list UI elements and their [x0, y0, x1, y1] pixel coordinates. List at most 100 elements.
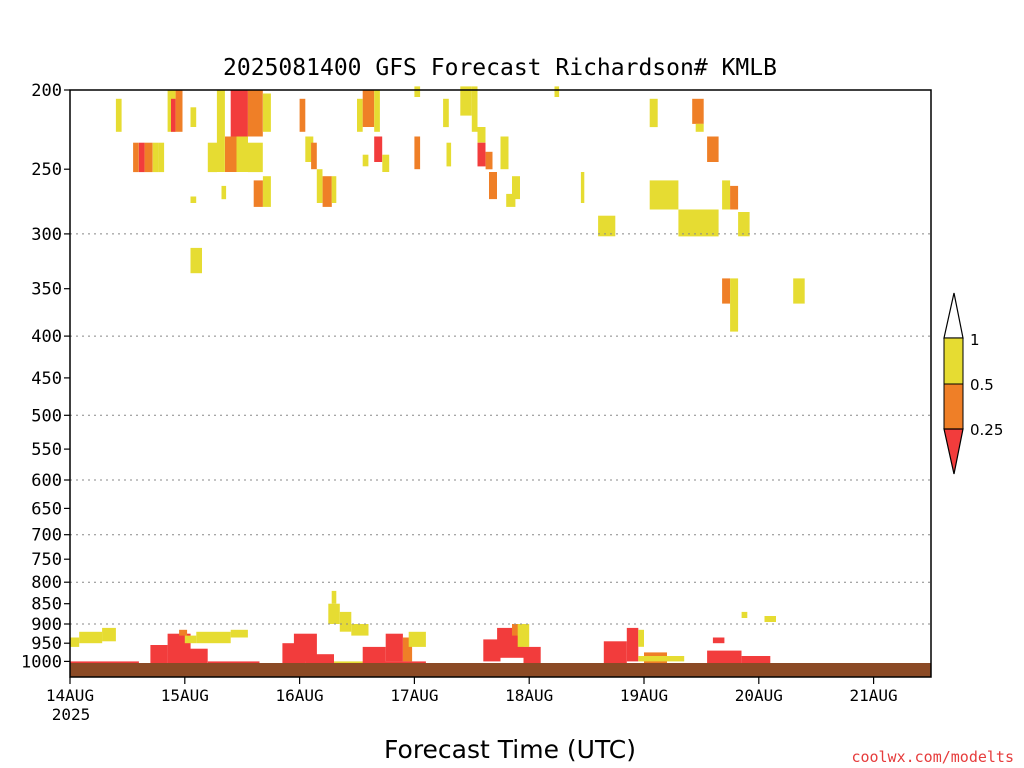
heatmap-cell: [374, 90, 380, 132]
heatmap-cell: [512, 176, 520, 200]
heatmap-cell: [311, 142, 317, 170]
y-tick-label: 350: [31, 280, 62, 300]
heatmap-cell: [741, 656, 771, 664]
heatmap-cell: [506, 193, 516, 207]
heatmap-cell: [207, 142, 217, 173]
heatmap-cell: [554, 86, 560, 97]
y-tick-label: 600: [31, 471, 62, 491]
heatmap-cell: [322, 176, 332, 207]
heatmap-cell: [692, 98, 704, 124]
heatmap-cell: [678, 209, 719, 237]
heatmap-cell: [158, 142, 165, 173]
heatmap-cell: [477, 142, 486, 167]
y-tick-label: 400: [31, 327, 62, 347]
heatmap-cell: [598, 215, 616, 237]
y-tick-label: 500: [31, 406, 62, 426]
heatmap-cell: [305, 654, 334, 666]
x-tick-label: 18AUG: [505, 686, 553, 705]
x-tick-label: 19AUG: [620, 686, 668, 705]
heatmap-cell: [460, 86, 472, 116]
heatmap-cell: [171, 98, 176, 132]
y-tick-label: 700: [31, 526, 62, 546]
heatmap-cell: [638, 656, 685, 662]
heatmap-cell: [79, 631, 103, 644]
colorbar-label-0-5: 0.5: [970, 376, 994, 394]
heatmap-cell: [331, 176, 337, 203]
heatmap-cell: [626, 627, 639, 662]
heatmap-cell: [707, 650, 742, 666]
heatmap-cell: [262, 93, 271, 132]
heatmap-cell: [500, 136, 509, 170]
colorbar-bin-yellow: [943, 337, 964, 385]
credit-text: coolwx.com/modelts: [851, 748, 1014, 766]
heatmap-cell: [374, 136, 383, 162]
x-tick-label: 15AUG: [161, 686, 209, 705]
heatmap-cell: [382, 154, 390, 172]
heatmap-cell: [184, 635, 197, 644]
heatmap-cell: [339, 611, 352, 632]
heatmap-cell: [190, 107, 197, 127]
heatmap-cell: [144, 142, 153, 173]
heatmap-cell: [102, 627, 116, 642]
colorbar-bin-orange: [943, 383, 964, 430]
y-tick-label: 800: [31, 573, 62, 593]
heatmap-cell: [793, 278, 805, 304]
heatmap-cell: [253, 180, 263, 207]
heatmap-cell: [722, 180, 731, 210]
heatmap-cell: [357, 98, 363, 132]
x-axis-year: 2025: [52, 705, 91, 724]
heatmap-cell: [221, 185, 227, 200]
heatmap-cell: [741, 611, 748, 618]
heatmap-cell: [730, 278, 739, 332]
colorbar-legend: 1 0.5 0.25: [943, 292, 1003, 475]
heatmap-cell: [443, 98, 449, 128]
heatmap-cell: [603, 641, 627, 666]
heatmap-cell: [414, 136, 421, 170]
heatmap-cell: [483, 639, 501, 662]
y-tick-label: 450: [31, 369, 62, 389]
heatmap-cell: [331, 590, 337, 604]
y-tick-label: 250: [31, 160, 62, 180]
heatmap-cell: [385, 633, 403, 662]
heatmap-cell: [230, 90, 248, 137]
heatmap-cell: [225, 136, 237, 172]
heatmap-cell: [150, 645, 168, 666]
heatmap-cells: [70, 86, 805, 666]
heatmap-cell: [299, 98, 306, 132]
heatmap-cell: [190, 247, 202, 274]
heatmap-cell: [712, 637, 725, 644]
heatmap-cell: [764, 616, 776, 622]
heatmap-cell: [722, 278, 731, 304]
y-tick-label: 900: [31, 615, 62, 635]
heatmap-cell: [133, 142, 139, 173]
heatmap-cell: [523, 646, 541, 666]
y-tick-label: 1000: [21, 652, 62, 672]
x-axis-label: Forecast Time (UTC): [384, 735, 636, 764]
heatmap-cell: [152, 142, 159, 173]
heatmap-cell: [190, 648, 208, 666]
heatmap-cell: [70, 637, 80, 647]
x-tick-label: 20AUG: [735, 686, 783, 705]
heatmap-cell: [730, 185, 739, 210]
heatmap-cell: [517, 624, 530, 647]
plot-frame: [69, 89, 932, 678]
x-axis: 14AUG 15AUG 16AUG 17AUG 18AUG 19AUG 20AUG 21AUG: [46, 677, 898, 705]
heatmap-cell: [351, 624, 369, 636]
y-tick-label: 550: [31, 440, 62, 460]
heatmap-cell: [649, 98, 658, 128]
colorbar-under-triangle: [943, 428, 964, 475]
chart-title: 2025081400 GFS Forecast Richardson# KMLB: [223, 55, 777, 81]
y-axis: 200 250 300 350 400 450 500 550 600 650 700 750 8008…: [21, 81, 70, 672]
heatmap-cell: [316, 169, 323, 203]
y-tick-label: 750: [31, 550, 62, 570]
colorbar-over-triangle: [943, 292, 964, 339]
x-tick-label: 21AUG: [850, 686, 898, 705]
heatmap-cell: [649, 180, 679, 210]
heatmap-cell: [236, 136, 248, 172]
colorbar-label-1: 1: [970, 331, 980, 349]
y-tick-label: 950: [31, 634, 62, 654]
heatmap-cell: [138, 142, 145, 173]
heatmap-cell: [446, 142, 452, 167]
heatmap-cell: [362, 154, 369, 167]
